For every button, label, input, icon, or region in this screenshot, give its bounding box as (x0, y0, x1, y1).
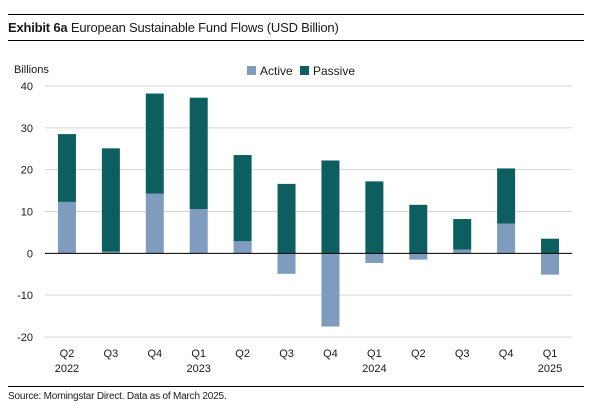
x-tick-quarter: Q3 (279, 348, 294, 360)
x-tick-year: 2024 (362, 363, 386, 375)
passive-bar (233, 155, 252, 242)
passive-bar (189, 97, 208, 209)
passive-bar (409, 204, 428, 254)
active-bar (101, 251, 120, 254)
x-axis-labels: Q2 2022 Q3 Q4 Q1 2023 Q2 Q3 Q4 Q1 2024 Q2 Q3 Q4 Q1 2025 (55, 348, 563, 375)
top-rule (8, 14, 584, 15)
bars (57, 93, 560, 327)
x-tick-quarter: Q4 (147, 348, 162, 360)
active-bar (453, 249, 472, 254)
title-rule (8, 40, 584, 41)
y-axis-label: Billions (14, 64, 49, 76)
y-tick-label: -10 (17, 290, 33, 302)
x-tick-quarter: Q3 (455, 348, 470, 360)
y-tick-label: 40 (21, 81, 33, 93)
x-tick-quarter: Q2 (411, 348, 426, 360)
source-note: Source: Morningstar Direct. Data as of M… (8, 391, 227, 402)
active-bar (277, 253, 296, 274)
legend-label-passive: Passive (313, 64, 355, 78)
active-bar (233, 241, 252, 254)
passive-bar (277, 183, 296, 254)
x-tick-quarter: Q1 (191, 348, 206, 360)
legend-label-active: Active (260, 64, 293, 78)
y-tick-label: 20 (21, 165, 33, 177)
y-tick-label: 10 (21, 207, 33, 219)
x-tick-quarter: Q1 (367, 348, 382, 360)
passive-bar (453, 219, 472, 250)
exhibit-title-text: European Sustainable Fund Flows (USD Bil… (70, 20, 339, 35)
passive-bar (541, 238, 560, 254)
legend-swatch-passive (300, 66, 309, 75)
active-bar (409, 253, 428, 260)
x-tick-year: 2025 (538, 363, 562, 375)
passive-bar (365, 181, 384, 254)
x-tick-year: 2023 (186, 363, 210, 375)
active-bar (497, 223, 516, 254)
x-tick-quarter: Q2 (60, 348, 75, 360)
active-bar (321, 253, 340, 327)
active-bar (365, 253, 384, 263)
legend-swatch-active (247, 66, 256, 75)
active-bar (541, 253, 560, 275)
passive-bar (145, 93, 164, 194)
x-tick-quarter: Q3 (104, 348, 119, 360)
passive-bar (321, 160, 340, 254)
active-bar (57, 201, 76, 254)
x-tick-quarter: Q1 (543, 348, 558, 360)
y-axis-ticks: 40 30 20 10 0 -10 -20 (17, 81, 33, 344)
active-bar (189, 208, 208, 254)
x-tick-year: 2022 (55, 363, 79, 375)
exhibit-label: Exhibit 6a (8, 20, 68, 35)
exhibit-title: Exhibit 6a European Sustainable Fund Flo… (8, 20, 339, 36)
bottom-rule (8, 386, 584, 387)
gridlines (45, 85, 572, 338)
passive-bar (497, 168, 516, 224)
y-tick-label: -20 (17, 332, 33, 344)
x-tick-quarter: Q2 (235, 348, 250, 360)
y-tick-label: 0 (27, 248, 33, 260)
passive-bar (57, 134, 76, 202)
x-tick-quarter: Q4 (499, 348, 514, 360)
y-tick-label: 30 (21, 123, 33, 135)
passive-bar (101, 148, 120, 252)
active-bar (145, 193, 164, 254)
x-tick-quarter: Q4 (323, 348, 338, 360)
legend: Active Passive (247, 64, 355, 78)
